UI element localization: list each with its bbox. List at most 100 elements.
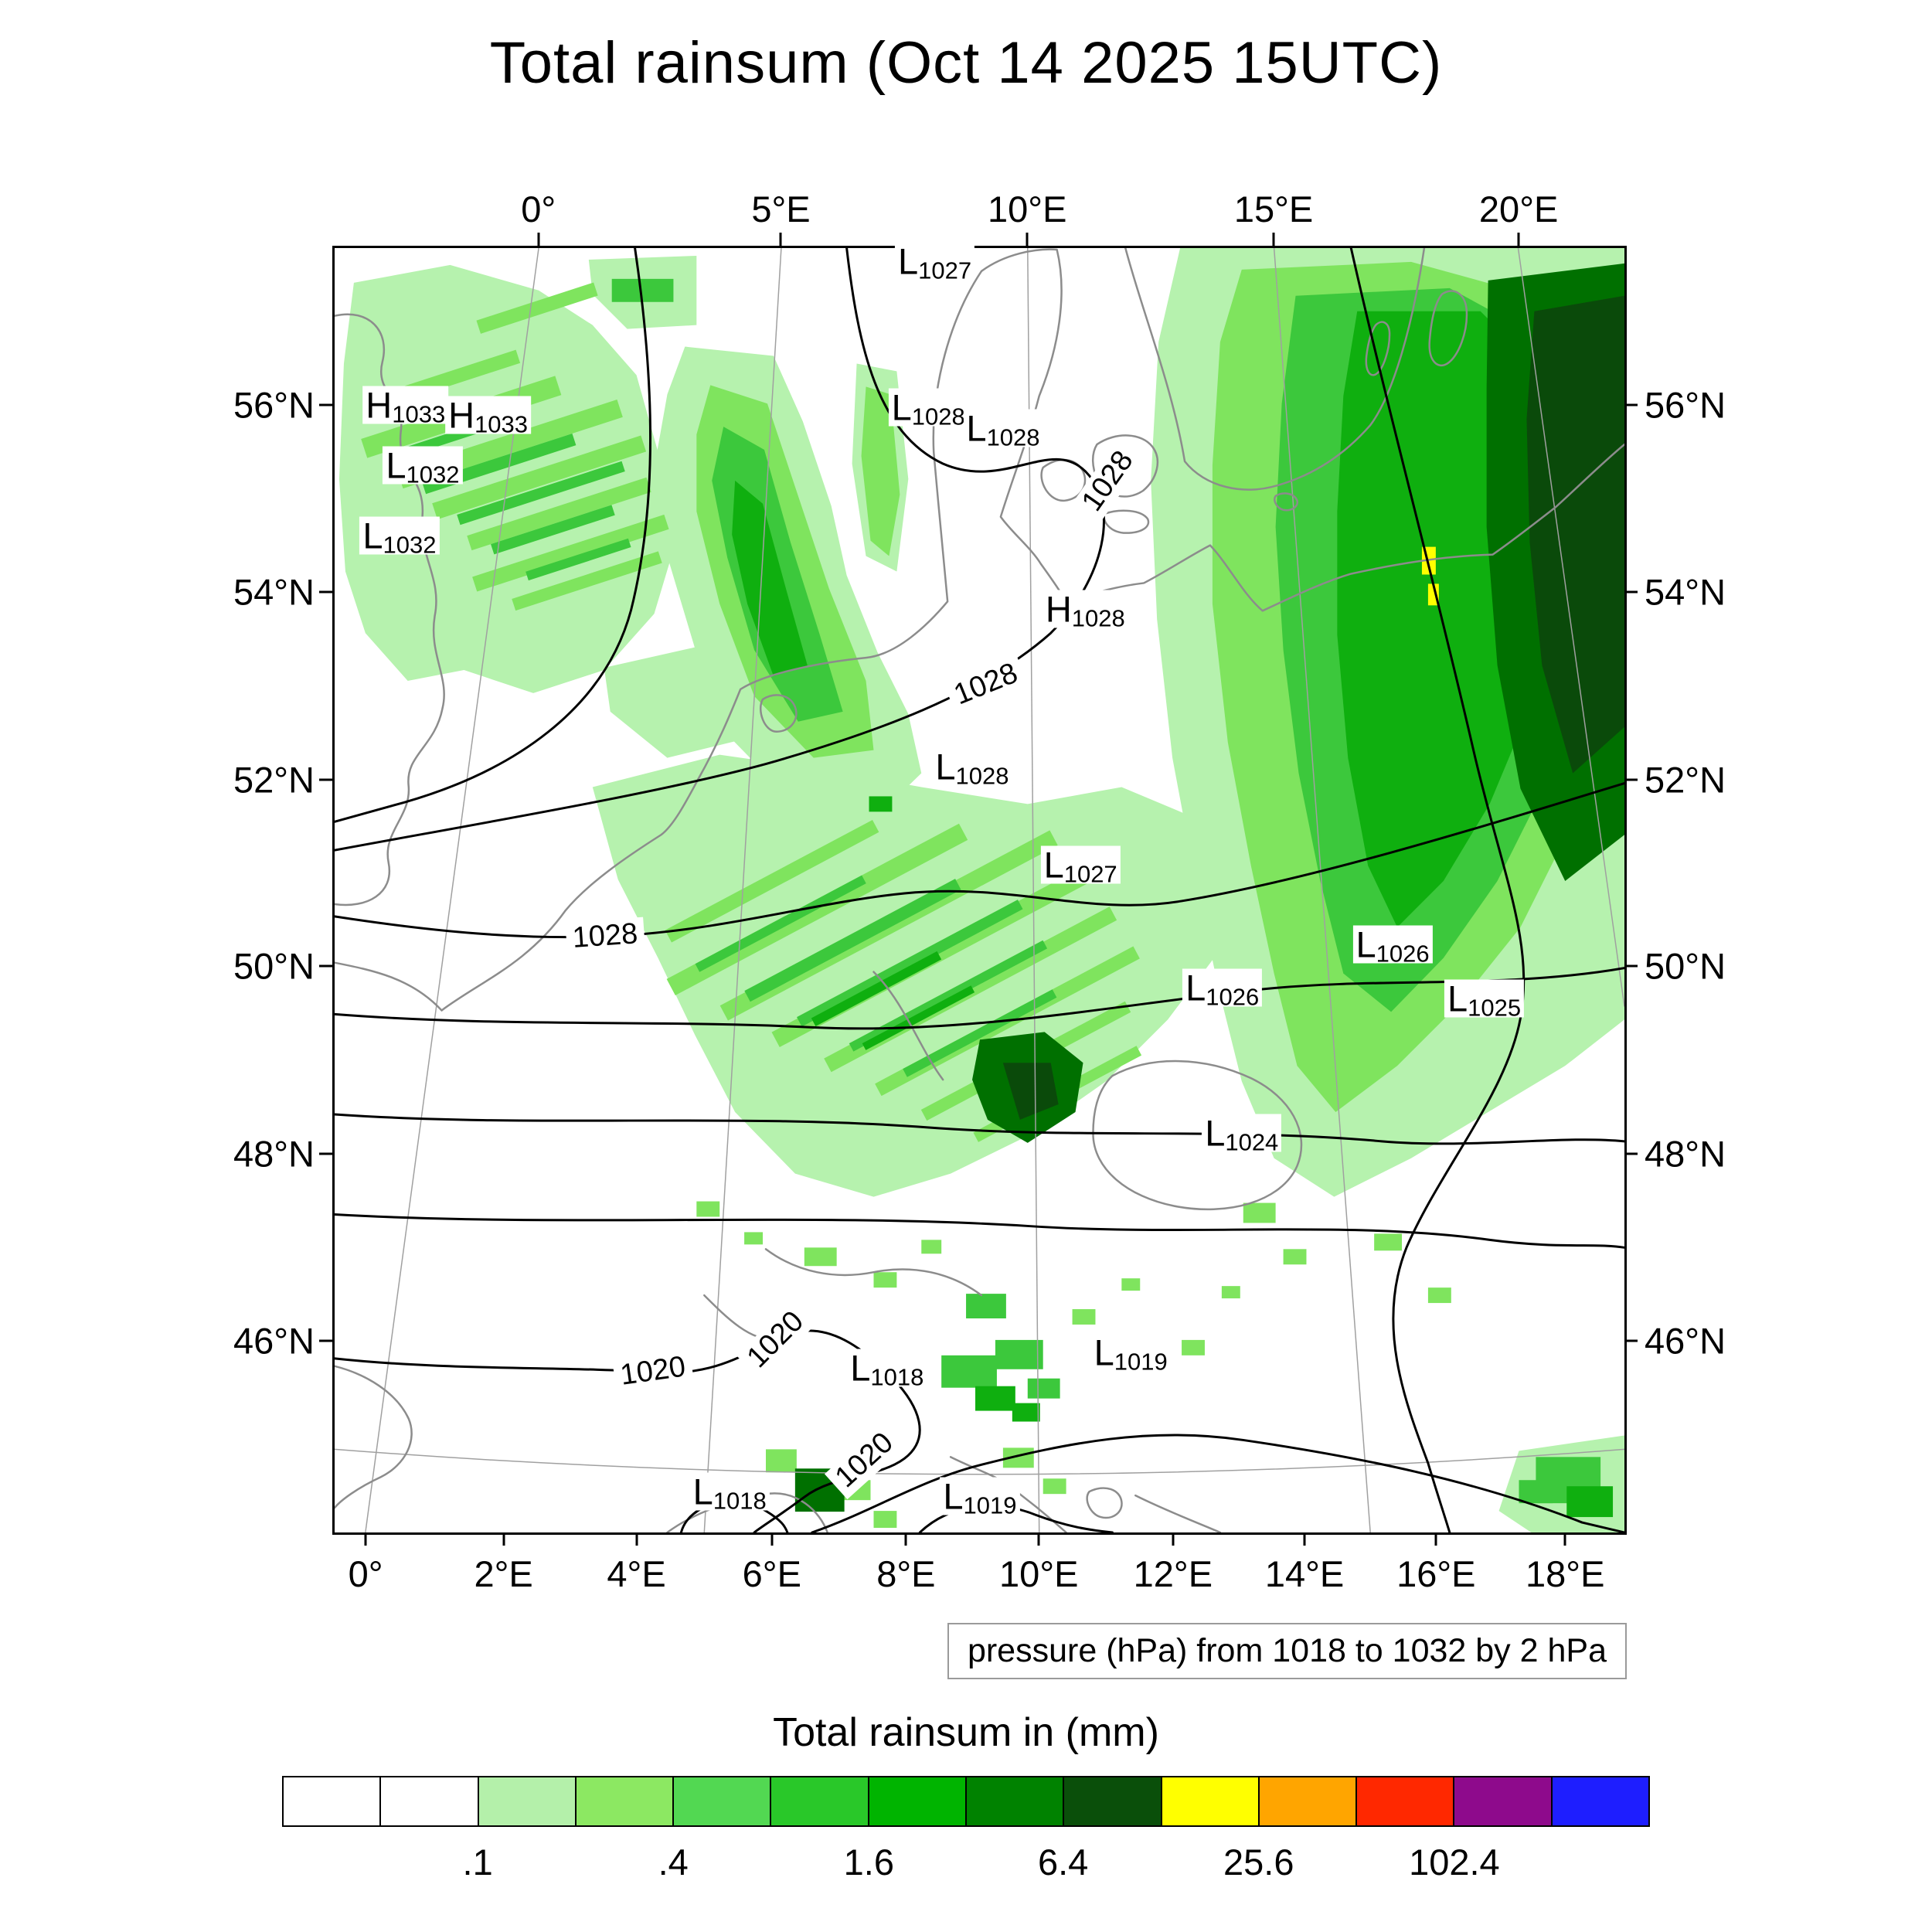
pressure-center-value: 1028 [1071,604,1125,632]
axis-tick-top [1517,233,1520,246]
pressure-center-letter: L [1185,967,1206,1009]
pressure-center-l1025: L 1025 [1444,978,1525,1022]
pressure-center-letter: L [1447,978,1468,1019]
pressure-center-l1028: L 1028 [932,747,1012,790]
pressure-center-letter: H [366,384,393,426]
axis-tick-left [319,1339,332,1342]
axis-label-left: 56°N [233,384,315,426]
pressure-center-letter: L [850,1347,871,1389]
pressure-center-letter: L [692,1471,713,1512]
legend-title: Total rainsum in (mm) [773,1710,1159,1755]
colorbar-cell [576,1777,675,1825]
axis-label-bottom: 10°E [999,1553,1079,1594]
pressure-center-value: 1025 [1468,994,1522,1022]
pressure-center-h1033: H 1033 [362,384,449,426]
pressure-center-letter: L [386,444,406,486]
page-title: Total rainsum (Oct 14 2025 15UTC) [489,30,1443,96]
colorbar-tick-label: 6.4 [1037,1842,1089,1883]
axis-tick-top [537,233,540,246]
axis-label-top: 5°E [751,189,811,230]
colorbar-cell [1552,1777,1648,1825]
pressure-center-value: 1019 [963,1492,1017,1519]
pressure-center-l1032: L 1032 [359,516,440,557]
axis-tick-top [1026,233,1029,246]
pressure-center-l1024: L 1024 [1202,1112,1282,1155]
colorbar-tick-label: 25.6 [1223,1842,1294,1883]
axis-tick-bottom [1434,1532,1437,1546]
pressure-contours [335,248,1624,1532]
isobar-label-1028: 1028 [565,917,646,957]
axis-label-right: 52°N [1645,759,1726,801]
axis-tick-right [1624,1339,1638,1342]
axis-label-left: 46°N [233,1320,315,1362]
pressure-center-letter: L [943,1475,964,1517]
pressure-center-l1019: L 1019 [940,1475,1020,1519]
axis-tick-bottom [1563,1532,1566,1546]
map-canvas [335,248,1624,1532]
axis-label-top: 0° [521,189,556,230]
axis-label-left: 48°N [233,1133,315,1175]
pressure-center-letter: L [966,407,987,449]
colorbar-cell [1064,1777,1162,1825]
pressure-center-value: 1019 [1114,1348,1168,1376]
pressure-center-value: 1027 [918,257,972,284]
coastlines [335,248,1624,1532]
axis-tick-bottom [1037,1532,1040,1546]
axis-tick-bottom [1172,1532,1175,1546]
axis-label-right: 54°N [1645,571,1726,613]
pressure-center-l1026: L 1026 [1182,967,1263,1011]
axis-label-bottom: 0° [348,1553,383,1594]
axis-label-right: 48°N [1645,1133,1726,1175]
axis-tick-bottom [904,1532,907,1546]
pressure-center-value: 1026 [1206,983,1260,1011]
pressure-center-letter: H [1045,588,1072,630]
axis-label-bottom: 8°E [876,1553,936,1594]
colorbar-cell [674,1777,772,1825]
axis-label-bottom: 6°E [742,1553,801,1594]
colorbar-cell [771,1777,869,1825]
pressure-center-value: 1032 [406,461,460,488]
colorbar-tick-label: .4 [658,1842,689,1883]
graticule [335,248,1624,1532]
pressure-center-letter: L [1094,1332,1114,1373]
axis-label-bottom: 4°E [607,1553,666,1594]
axis-label-top: 20°E [1478,189,1559,230]
axis-label-right: 50°N [1645,945,1726,987]
axis-tick-top [779,233,782,246]
pressure-center-letter: L [1355,923,1376,965]
axis-tick-left [319,964,332,968]
axis-label-right: 56°N [1645,384,1726,426]
axis-tick-right [1624,778,1638,781]
pressure-center-value: 1018 [713,1487,767,1515]
pressure-center-value: 1028 [986,423,1040,451]
pressure-caption: pressure (hPa) from 1018 to 1032 by 2 hP… [947,1623,1627,1679]
pressure-center-l1028: L 1028 [888,388,968,429]
axis-label-bottom: 12°E [1133,1553,1213,1594]
axis-label-left: 50°N [233,945,315,987]
axis-label-bottom: 16°E [1396,1553,1476,1594]
axis-label-bottom: 14°E [1264,1553,1345,1594]
pressure-center-h1033: H 1033 [445,396,532,437]
colorbar-cell [1357,1777,1455,1825]
axis-label-bottom: 18°E [1526,1553,1605,1594]
axis-tick-bottom [635,1532,638,1546]
colorbar-cell [381,1777,479,1825]
axis-tick-bottom [1303,1532,1306,1546]
pressure-center-l1032: L 1032 [383,444,463,488]
axis-tick-left [319,590,332,594]
pressure-center-l1028: L 1028 [963,407,1043,451]
axis-tick-top [1272,233,1275,246]
pressure-center-l1019: L 1019 [1090,1332,1171,1376]
colorbar-cell [869,1777,967,1825]
rain-shading-darkest [1002,295,1624,1120]
colorbar-tick-label: 1.6 [843,1842,894,1883]
colorbar-cell [966,1777,1065,1825]
colorbar-cell [478,1777,577,1825]
colorbar-cell [1259,1777,1358,1825]
colorbar-tick-label: 102.4 [1409,1842,1500,1883]
pressure-center-letter: L [1205,1112,1226,1154]
pressure-center-value: 1028 [955,762,1009,790]
axis-tick-right [1624,403,1638,406]
pressure-center-letter: L [1043,844,1064,886]
pressure-center-letter: L [897,240,919,282]
